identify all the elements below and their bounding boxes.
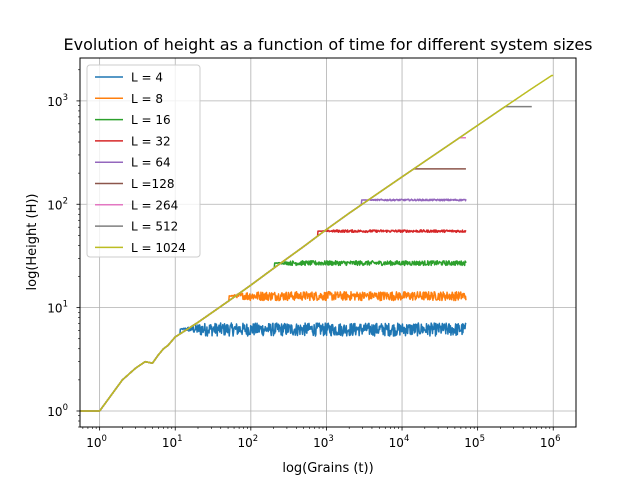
legend-label: L = 264 [131,198,178,212]
legend-label: L = 8 [131,92,163,106]
axes-frame [79,57,577,428]
legend-label: L = 512 [131,220,178,234]
y-axis-label: log(Height (H)) [25,194,40,291]
y-tick-label: 100 [47,403,68,419]
y-tick-label: 102 [47,196,68,212]
y-tick-label: 103 [47,93,68,109]
legend-label: L =128 [131,177,174,191]
legend-label: L = 64 [131,156,171,170]
series-line-8 [79,74,554,412]
legend-label: L = 32 [131,134,171,148]
series-layer [79,74,554,412]
legend: L = 4 L = 8 L = 16 L = 32 L = 64 L =128 L = 26… [86,64,201,258]
x-axis-label: log(Grains (t)) [282,461,373,476]
x-tick-label: 106 [540,434,561,450]
legend-label: L = 1024 [131,241,186,255]
y-tick-label: 101 [47,300,68,316]
x-tick-label: 102 [237,434,258,450]
legend-label: L = 16 [131,113,171,127]
series-line-1 [79,290,467,412]
legend-label: L = 4 [131,71,163,85]
legend-box [86,64,201,258]
x-tick-label: 105 [464,434,485,450]
x-tick-label: 104 [389,434,410,450]
x-tick-label: 100 [86,434,107,450]
x-tick-label: 101 [162,434,183,450]
chart-title: Evolution of height as a function of tim… [64,35,593,54]
x-tick-label: 103 [313,434,334,450]
